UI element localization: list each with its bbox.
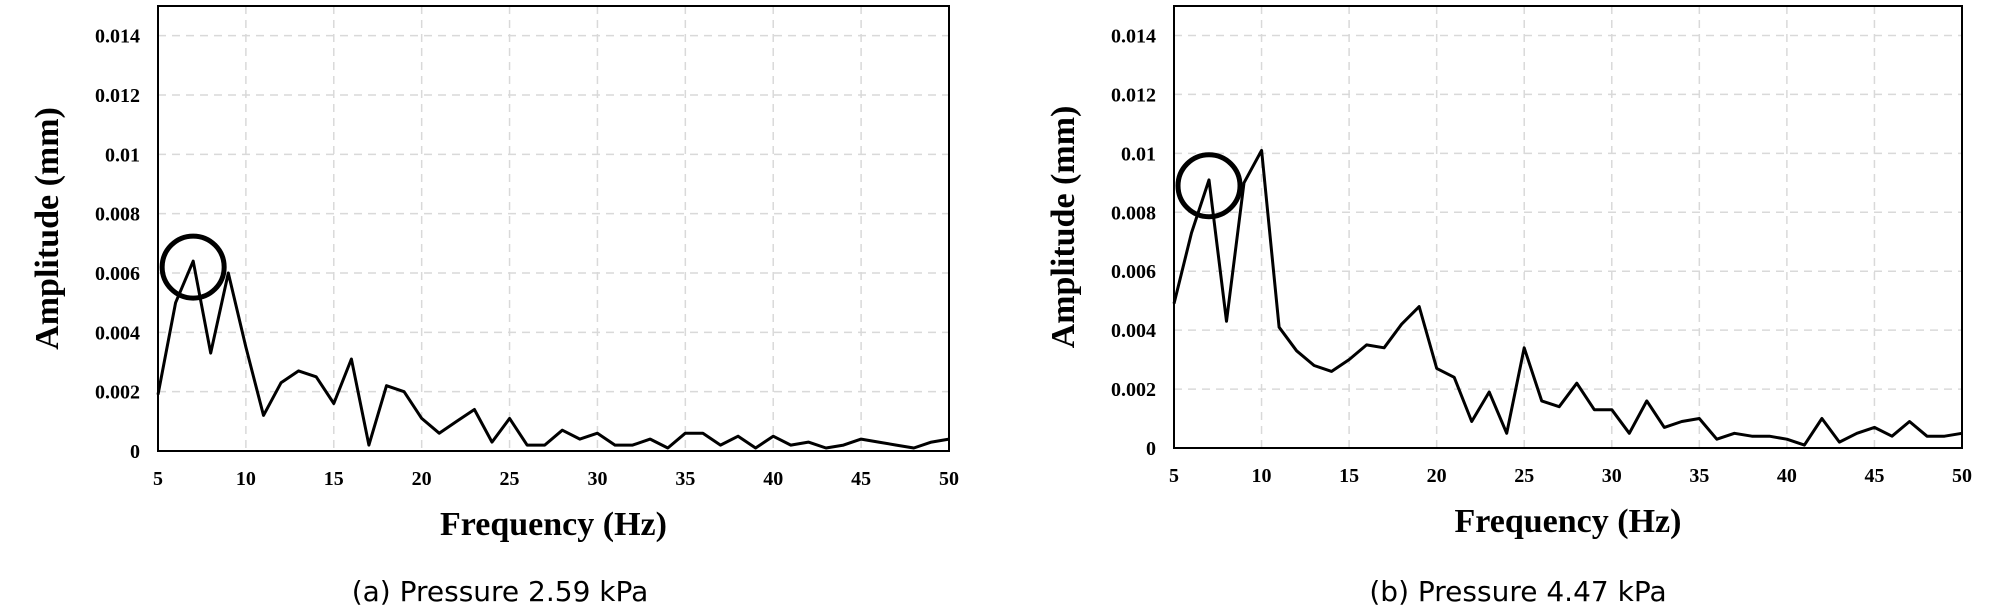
chart-a-plot-frame [157, 5, 950, 452]
chart-b-ytick-label: 0 [1146, 438, 1156, 460]
chart-a-xtick-label: 15 [324, 468, 344, 490]
chart-b-ytick-label: 0.01 [1121, 143, 1156, 165]
chart-a-xtick-label: 30 [587, 468, 607, 490]
chart-a-xtick-label: 35 [675, 468, 695, 490]
chart-b-xtick-label: 45 [1864, 465, 1884, 487]
chart-b-xtick-label: 5 [1169, 465, 1179, 487]
chart-b-peak-circle [1175, 152, 1243, 220]
chart-a-x-axis-title: Frequency (Hz) [440, 506, 667, 543]
chart-a-ytick-label: 0.014 [95, 26, 140, 48]
chart-b-xtick-label: 10 [1252, 465, 1272, 487]
chart-a-xtick-label: 25 [500, 468, 520, 490]
chart-a-ytick-label: 0.008 [95, 204, 140, 226]
chart-b-xtick-label: 30 [1602, 465, 1622, 487]
chart-a-ytick-label: 0 [130, 441, 140, 463]
chart-b-xtick-label: 35 [1689, 465, 1709, 487]
chart-a-xtick-label: 5 [153, 468, 163, 490]
chart-b-xtick-label: 50 [1952, 465, 1972, 487]
chart-b-ytick-label: 0.012 [1111, 84, 1156, 106]
chart-b-xtick-label: 40 [1777, 465, 1797, 487]
chart-a-ytick-label: 0.006 [95, 263, 140, 285]
chart-b-caption: (b) Pressure 4.47 kPa [1369, 575, 1666, 608]
chart-a-peak-circle [159, 233, 227, 301]
chart-b-ytick-label: 0.002 [1111, 379, 1156, 401]
chart-b-xtick-label: 25 [1514, 465, 1534, 487]
chart-a-ytick-label: 0.002 [95, 382, 140, 404]
chart-b-ytick-label: 0.006 [1111, 261, 1156, 283]
chart-b-xtick-label: 15 [1339, 465, 1359, 487]
chart-a-y-axis-title: Amplitude (mm) [29, 107, 66, 350]
chart-b-series-line [1172, 148, 1963, 447]
chart-a-ytick-label: 0.012 [95, 85, 140, 107]
chart-a-xtick-label: 10 [236, 468, 256, 490]
chart-b-ytick-label: 0.014 [1111, 25, 1156, 47]
chart-a-xtick-label: 50 [939, 468, 959, 490]
chart-b-ytick-label: 0.008 [1111, 202, 1156, 224]
chart-a-xtick-label: 45 [851, 468, 871, 490]
chart-b-x-axis-title: Frequency (Hz) [1455, 503, 1682, 540]
chart-a-xtick-label: 20 [412, 468, 432, 490]
chart-b-plot-frame [1173, 5, 1963, 449]
chart-a-series-line [156, 259, 950, 450]
chart-a-ytick-label: 0.004 [95, 322, 140, 344]
chart-b-ytick-label: 0.004 [1111, 320, 1156, 342]
chart-a-ytick-label: 0.01 [105, 144, 140, 166]
chart-a-caption: (a) Pressure 2.59 kPa [352, 575, 649, 608]
chart-b-y-axis-title: Amplitude (mm) [1045, 106, 1082, 349]
chart-b-xtick-label: 20 [1427, 465, 1447, 487]
chart-a-xtick-label: 40 [763, 468, 783, 490]
